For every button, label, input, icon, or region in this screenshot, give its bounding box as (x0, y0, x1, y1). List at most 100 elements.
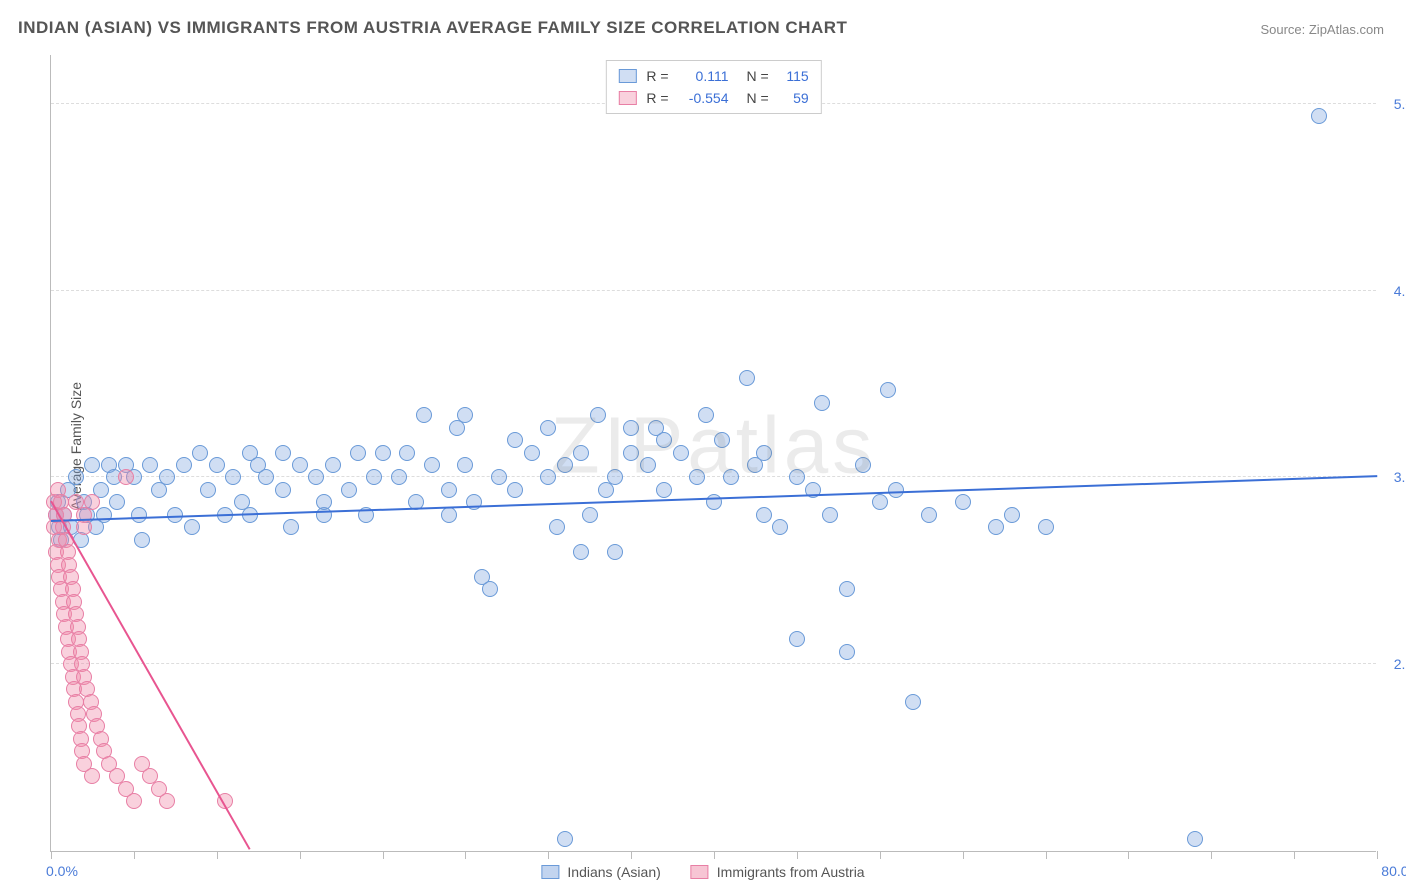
y-tick-label: 5.00 (1381, 96, 1406, 112)
scatter-point (134, 532, 150, 548)
scatter-point (872, 494, 888, 510)
chart-plot-area: ZIPatlas R =0.111N =115R =-0.554N =59 5.… (50, 55, 1376, 852)
scatter-point (375, 445, 391, 461)
scatter-point (184, 519, 200, 535)
x-tick (963, 851, 964, 859)
x-tick (1211, 851, 1212, 859)
scatter-point (242, 507, 258, 523)
scatter-point (673, 445, 689, 461)
scatter-point (84, 768, 100, 784)
scatter-point (200, 482, 216, 498)
gridline (51, 476, 1376, 477)
legend-label: Indians (Asian) (567, 864, 660, 880)
scatter-point (142, 457, 158, 473)
correlation-legend: R =0.111N =115R =-0.554N =59 (605, 60, 821, 114)
scatter-point (507, 432, 523, 448)
scatter-point (880, 382, 896, 398)
scatter-point (308, 469, 324, 485)
scatter-point (607, 544, 623, 560)
scatter-point (292, 457, 308, 473)
x-tick (1294, 851, 1295, 859)
scatter-point (217, 507, 233, 523)
scatter-point (441, 507, 457, 523)
r-label: R = (646, 90, 668, 106)
scatter-point (623, 445, 639, 461)
scatter-point (275, 445, 291, 461)
x-tick (465, 851, 466, 859)
scatter-point (582, 507, 598, 523)
scatter-point (209, 457, 225, 473)
x-tick (1046, 851, 1047, 859)
y-tick-label: 2.75 (1381, 656, 1406, 672)
scatter-point (656, 432, 672, 448)
scatter-point (1038, 519, 1054, 535)
scatter-point (391, 469, 407, 485)
scatter-point (325, 457, 341, 473)
legend-swatch (618, 91, 636, 105)
scatter-point (258, 469, 274, 485)
legend-item: Immigrants from Austria (691, 864, 865, 880)
scatter-point (540, 469, 556, 485)
scatter-point (84, 494, 100, 510)
scatter-point (739, 370, 755, 386)
scatter-point (416, 407, 432, 423)
x-tick (797, 851, 798, 859)
scatter-point (623, 420, 639, 436)
scatter-point (159, 793, 175, 809)
scatter-point (1187, 831, 1203, 847)
scatter-point (955, 494, 971, 510)
scatter-point (275, 482, 291, 498)
n-value: 59 (779, 90, 809, 106)
x-tick (51, 851, 52, 859)
scatter-point (118, 469, 134, 485)
scatter-point (68, 494, 84, 510)
scatter-point (1004, 507, 1020, 523)
scatter-point (756, 445, 772, 461)
scatter-point (68, 469, 84, 485)
scatter-point (905, 694, 921, 710)
r-label: R = (646, 68, 668, 84)
scatter-point (698, 407, 714, 423)
y-tick-label: 4.25 (1381, 283, 1406, 299)
n-label: N = (747, 90, 769, 106)
chart-title: INDIAN (ASIAN) VS IMMIGRANTS FROM AUSTRI… (18, 18, 847, 38)
scatter-point (76, 519, 92, 535)
scatter-point (888, 482, 904, 498)
scatter-point (640, 457, 656, 473)
x-tick (548, 851, 549, 859)
scatter-point (283, 519, 299, 535)
gridline (51, 663, 1376, 664)
x-tick (383, 851, 384, 859)
scatter-point (839, 644, 855, 660)
legend-item: Indians (Asian) (541, 864, 660, 880)
scatter-point (814, 395, 830, 411)
scatter-point (96, 507, 112, 523)
x-tick (631, 851, 632, 859)
source-label: Source: ZipAtlas.com (1260, 22, 1384, 37)
scatter-point (56, 507, 72, 523)
scatter-point (557, 457, 573, 473)
scatter-point (855, 457, 871, 473)
scatter-point (242, 445, 258, 461)
x-min-label: 0.0% (46, 863, 78, 879)
x-tick (300, 851, 301, 859)
series-legend: Indians (Asian) Immigrants from Austria (541, 864, 864, 880)
x-tick (1128, 851, 1129, 859)
scatter-point (714, 432, 730, 448)
scatter-point (573, 445, 589, 461)
scatter-point (656, 482, 672, 498)
scatter-point (491, 469, 507, 485)
scatter-point (789, 631, 805, 647)
x-tick (217, 851, 218, 859)
n-value: 115 (779, 68, 809, 84)
scatter-point (399, 445, 415, 461)
scatter-point (457, 457, 473, 473)
n-label: N = (747, 68, 769, 84)
x-tick (1377, 851, 1378, 859)
r-value: 0.111 (679, 68, 729, 84)
scatter-point (341, 482, 357, 498)
scatter-point (1311, 108, 1327, 124)
x-max-label: 80.0% (1381, 863, 1406, 879)
scatter-point (350, 445, 366, 461)
legend-swatch (618, 69, 636, 83)
